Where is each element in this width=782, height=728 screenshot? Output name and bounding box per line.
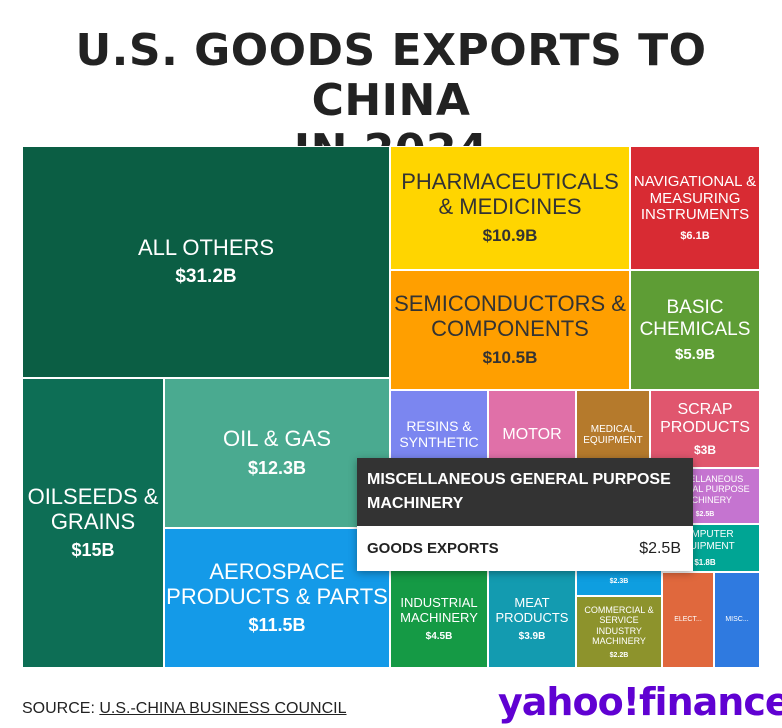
treemap-tile[interactable]: SEMICONDUCTORS & COMPONENTS $10.5B — [390, 270, 630, 390]
tile-label: INDUSTRIAL MACHINERY — [400, 594, 478, 625]
tile-label: MEAT PRODUCTS — [495, 594, 569, 625]
tile-value: $15B — [71, 540, 115, 561]
treemap-tile[interactable]: NAVIGATIONAL & MEASURING INSTRUMENTS $6.1… — [630, 146, 760, 270]
hover-tooltip: MISCELLANEOUS GENERAL PURPOSE MACHINERY … — [357, 458, 693, 571]
treemap: ALL OTHERS $31.2B OILSEEDS & GRAINS $15B OIL… — [22, 146, 782, 668]
tile-label: ALL OTHERS — [137, 234, 275, 260]
tile-value: $2.2B — [609, 651, 629, 659]
tooltip-label: GOODS EXPORTS — [367, 540, 499, 557]
tile-label: MISCELLANEOUS GENERAL PURPOSE MACHINERY — [660, 474, 750, 505]
tile-value: $10.5B — [482, 347, 538, 367]
tile-value: $11.5B — [248, 615, 306, 636]
treemap-tile[interactable]: AEROSPACE PRODUCTS & PARTS $11.5B — [164, 528, 390, 668]
source-note: SOURCE: U.S.-CHINA BUSINESS COUNCIL — [22, 700, 347, 718]
tile-value: $3.9B — [518, 631, 546, 643]
tile-value: $6.1B — [680, 230, 710, 243]
tile-label: AEROSPACE PRODUCTS & PARTS — [166, 558, 388, 609]
tile-label: SEMICONDUCTORS & COMPONENTS — [394, 291, 626, 341]
title-line-1: U.S. GOODS EXPORTS TO CHINA — [75, 25, 707, 126]
tile-label: COMPUTER EQUIPMENT — [675, 529, 735, 552]
tooltip-row: GOODS EXPORTS $2.5B — [357, 526, 693, 571]
tile-label: NAVIGATIONAL & MEASURING INSTRUMENTS — [633, 172, 757, 224]
tile-value: $10.9B — [482, 225, 538, 245]
tile-label: SCRAP PRODUCTS — [660, 401, 750, 436]
tile-value: $1.8B — [694, 557, 716, 567]
treemap-tile[interactable]: ELECT... — [662, 572, 714, 668]
tile-label: PHARMACEUTICALS & MEDICINES — [401, 169, 619, 219]
tile-label: RESINS & SYNTHETIC — [399, 418, 479, 450]
treemap-tile[interactable]: PHARMACEUTICALS & MEDICINES $10.9B — [390, 146, 630, 270]
treemap-tile[interactable]: OILSEEDS & GRAINS $15B — [22, 378, 164, 668]
tile-label: COMMERCIAL & SERVICE INDUSTRY MACHINERY — [584, 605, 654, 646]
tooltip-title: MISCELLANEOUS GENERAL PURPOSE MACHINERY — [357, 458, 693, 526]
tile-label: ELECT... — [674, 616, 702, 624]
source-label: SOURCE: — [22, 700, 100, 717]
treemap-tile[interactable]: ALL OTHERS $31.2B — [22, 146, 390, 378]
tile-label: OILSEEDS & GRAINS — [27, 483, 159, 534]
tile-value: $5.9B — [674, 345, 716, 363]
tile-value: $2.5B — [695, 510, 715, 518]
yahoo-finance-logo: yahoo!finance — [498, 680, 782, 724]
treemap-tile[interactable]: SCRAP PRODUCTS $3B — [650, 390, 760, 468]
tile-label: MISC... — [725, 616, 749, 624]
tile-value: $31.2B — [175, 266, 237, 288]
tile-value: $4.5B — [425, 631, 453, 643]
tile-label: MOTOR — [502, 426, 562, 444]
treemap-tile[interactable]: MISC... — [714, 572, 760, 668]
source-link[interactable]: U.S.-CHINA BUSINESS COUNCIL — [99, 700, 347, 717]
tile-value: $3B — [693, 442, 716, 457]
tile-value: $2.3B — [609, 577, 629, 585]
tile-label: OIL & GAS — [222, 426, 331, 452]
treemap-tile[interactable]: INDUSTRIAL MACHINERY $4.5B — [390, 570, 488, 668]
treemap-tile[interactable]: MEAT PRODUCTS $3.9B — [488, 570, 576, 668]
chart-title: U.S. GOODS EXPORTS TO CHINA IN 2024 — [0, 26, 782, 176]
tile-label: BASIC CHEMICALS — [639, 297, 751, 340]
tooltip-value: $2.5B — [639, 539, 681, 557]
treemap-tile[interactable]: COMMERCIAL & SERVICE INDUSTRY MACHINERY $… — [576, 596, 662, 668]
treemap-tile[interactable]: OIL & GAS $12.3B — [164, 378, 390, 528]
tile-value: $12.3B — [247, 457, 307, 478]
treemap-tile[interactable]: BASIC CHEMICALS $5.9B — [630, 270, 760, 390]
tile-label: MEDICAL EQUIPMENT — [583, 423, 643, 446]
